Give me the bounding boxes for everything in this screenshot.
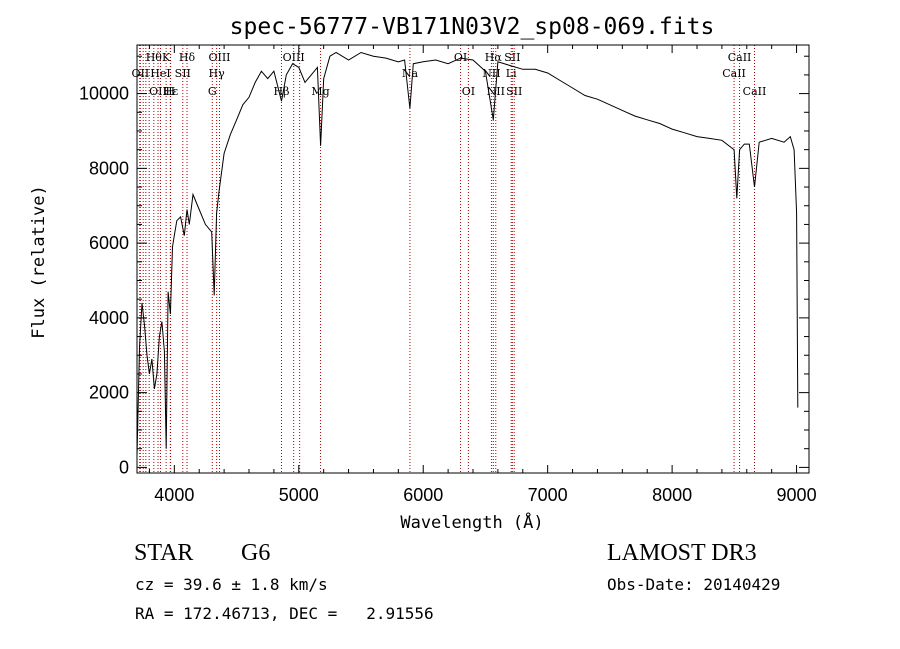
survey-name: LAMOST DR3: [607, 540, 757, 566]
line-label: Hβ: [274, 85, 290, 98]
observation-date: Obs-Date: 20140429: [607, 575, 781, 594]
line-label: K: [162, 51, 171, 64]
line-label: OI: [462, 85, 475, 98]
y-tick-label: 2000: [89, 383, 129, 403]
x-tick-label: 8000: [652, 485, 692, 505]
chart-title: spec-56777-VB171N03V2_sp08-069.fits: [230, 14, 715, 40]
line-label: Na: [402, 67, 419, 80]
line-label: Hε: [163, 85, 179, 98]
line-label: SII: [175, 67, 191, 80]
y-tick-label: 6000: [89, 233, 129, 253]
x-axis-label: Wavelength (Å): [400, 511, 543, 533]
line-label: HeI: [150, 67, 170, 80]
line-label: CaII: [743, 85, 767, 98]
x-tick-label: 9000: [777, 485, 817, 505]
x-tick-label: 5000: [279, 485, 319, 505]
x-axis-ticks: 4000 5000 6000 7000 8000 9000: [148, 45, 817, 505]
line-label: CaII: [728, 51, 752, 64]
line-label: NII: [482, 67, 500, 80]
line-label: CaII: [722, 67, 746, 80]
line-label: G: [208, 85, 217, 98]
spectral-line-markers: [139, 45, 755, 473]
object-subclass: G6: [241, 540, 271, 566]
y-axis-label: Flux (relative): [29, 185, 49, 339]
line-label: Hα: [485, 51, 503, 64]
spectral-line-labels: OIIHθOIIHeIKHHεSIIHδGHγOIIIHβOIIIMgNaOIO…: [132, 51, 767, 98]
y-tick-label: 4000: [89, 308, 129, 328]
line-label: Mg: [311, 85, 329, 98]
y-axis-ticks: 0 2000 4000 6000 8000 10000: [79, 55, 809, 477]
line-label: Hδ: [179, 51, 196, 64]
line-label: OIII: [208, 51, 230, 64]
line-label: Hγ: [209, 67, 226, 80]
y-tick-label: 0: [119, 457, 129, 477]
x-tick-label: 7000: [528, 485, 568, 505]
line-label: Hθ: [146, 51, 163, 64]
line-label: Li: [506, 67, 517, 80]
line-label: SII: [504, 51, 520, 64]
line-label: OII: [149, 85, 167, 98]
line-label: SII: [506, 85, 522, 98]
line-label: OII: [132, 67, 150, 80]
spectrum-line: [136, 51, 799, 457]
line-label: NII: [487, 85, 505, 98]
plot-frame: [136, 44, 810, 474]
object-class: STAR: [134, 540, 194, 566]
y-tick-label: 10000: [79, 84, 129, 104]
line-label: H: [166, 85, 176, 98]
line-label: OI: [454, 51, 467, 64]
y-tick-label: 8000: [89, 158, 129, 178]
line-label: OIII: [283, 51, 305, 64]
redshift-velocity: cz = 39.6 ± 1.8 km/s: [135, 575, 328, 594]
x-tick-label: 4000: [154, 485, 194, 505]
x-tick-label: 6000: [403, 485, 443, 505]
coordinates: RA = 172.46713, DEC = 2.91556: [135, 604, 434, 623]
